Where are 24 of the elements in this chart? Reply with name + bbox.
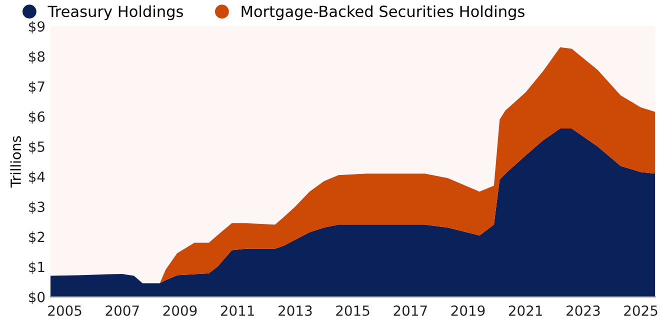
- x-tick-label: 2013: [278, 305, 312, 316]
- y-tick-label: $6: [29, 111, 45, 124]
- y-tick-label: $1: [29, 261, 44, 274]
- y-tick-label: $5: [29, 141, 44, 154]
- legend-label: Mortgage-Backed Securities Holdings: [242, 5, 524, 20]
- legend-label: Treasury Holdings: [48, 5, 184, 20]
- y-tick-label: $0: [29, 292, 45, 304]
- y-axis-title: Trillions: [10, 136, 22, 188]
- x-tick-label: 2025: [624, 305, 658, 316]
- x-tick-label: 2005: [48, 305, 82, 316]
- y-tick-label: $7: [29, 81, 44, 94]
- y-tick-label: $2: [29, 231, 44, 244]
- y-tick-label: $3: [29, 201, 44, 214]
- x-tick-label: 2009: [163, 305, 197, 316]
- y-tick-label: $9: [29, 20, 45, 34]
- x-tick-label: 2017: [394, 305, 427, 316]
- x-tick-label: 2019: [451, 305, 485, 316]
- y-tick-label: $8: [29, 51, 45, 64]
- y-tick-label: $4: [29, 171, 45, 184]
- x-tick-label: 2007: [106, 305, 139, 316]
- x-tick-label: 2011: [220, 305, 254, 316]
- x-tick-label: 2021: [508, 305, 542, 316]
- x-tick-label: 2023: [566, 305, 600, 316]
- x-tick-label: 2015: [336, 305, 370, 316]
